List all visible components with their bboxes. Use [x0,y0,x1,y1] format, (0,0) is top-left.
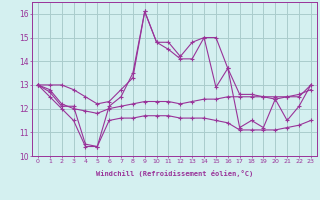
X-axis label: Windchill (Refroidissement éolien,°C): Windchill (Refroidissement éolien,°C) [96,170,253,177]
